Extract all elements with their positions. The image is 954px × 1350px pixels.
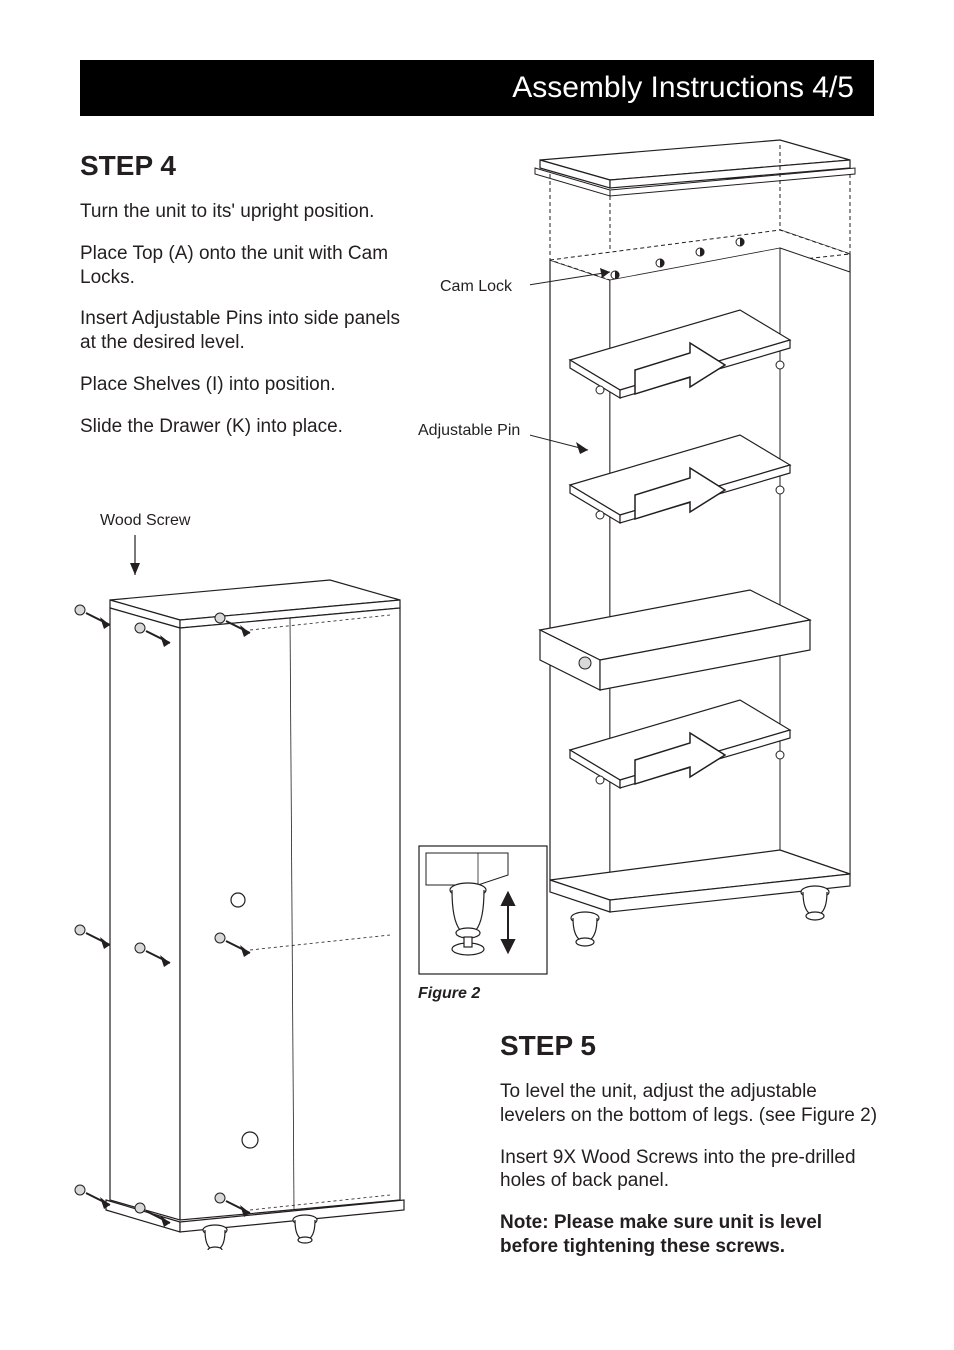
header-bar: Assembly Instructions 4/5 xyxy=(80,60,874,116)
step4-title: STEP 4 xyxy=(80,150,420,182)
page: Assembly Instructions 4/5 STEP 4 Turn th… xyxy=(0,0,954,1350)
small-cabinet-body-icon xyxy=(106,580,404,1232)
step4-p3: Insert Adjustable Pins into side panels … xyxy=(80,307,420,355)
step5-note: Note: Please make sure unit is level bef… xyxy=(500,1211,880,1259)
figure2-label: Figure 2 xyxy=(418,985,480,1003)
step4-p5: Slide the Drawer (K) into place. xyxy=(80,415,420,439)
main-cabinet-diagram xyxy=(530,130,860,950)
figure2-diagram xyxy=(418,845,548,975)
step4-p4: Place Shelves (I) into position. xyxy=(80,373,420,397)
small-foot-left-icon xyxy=(203,1225,227,1250)
step5-block: STEP 5 To level the unit, adjust the adj… xyxy=(500,1030,880,1259)
step4-p1: Turn the unit to its' upright position. xyxy=(80,200,420,224)
header-title: Assembly Instructions 4/5 xyxy=(512,71,854,105)
step4-block: STEP 4 Turn the unit to its' upright pos… xyxy=(80,150,420,456)
small-cabinet-diagram xyxy=(70,530,410,1250)
adjustable-pin-label: Adjustable Pin xyxy=(418,422,520,440)
step5-title: STEP 5 xyxy=(500,1030,880,1062)
foot-right-icon xyxy=(801,886,829,920)
step5-p1: To level the unit, adjust the adjustable… xyxy=(500,1080,880,1128)
step5-p2: Insert 9X Wood Screws into the pre-drill… xyxy=(500,1146,880,1194)
step4-p2: Place Top (A) onto the unit with Cam Loc… xyxy=(80,242,420,290)
woodscrew-callout-arrow-icon xyxy=(130,535,140,575)
top-panel-a-icon xyxy=(535,140,855,196)
wood-screw-label: Wood Screw xyxy=(100,512,190,530)
foot-left-icon xyxy=(571,912,599,946)
cam-lock-label: Cam Lock xyxy=(440,278,512,296)
small-foot-right-icon xyxy=(293,1215,317,1243)
